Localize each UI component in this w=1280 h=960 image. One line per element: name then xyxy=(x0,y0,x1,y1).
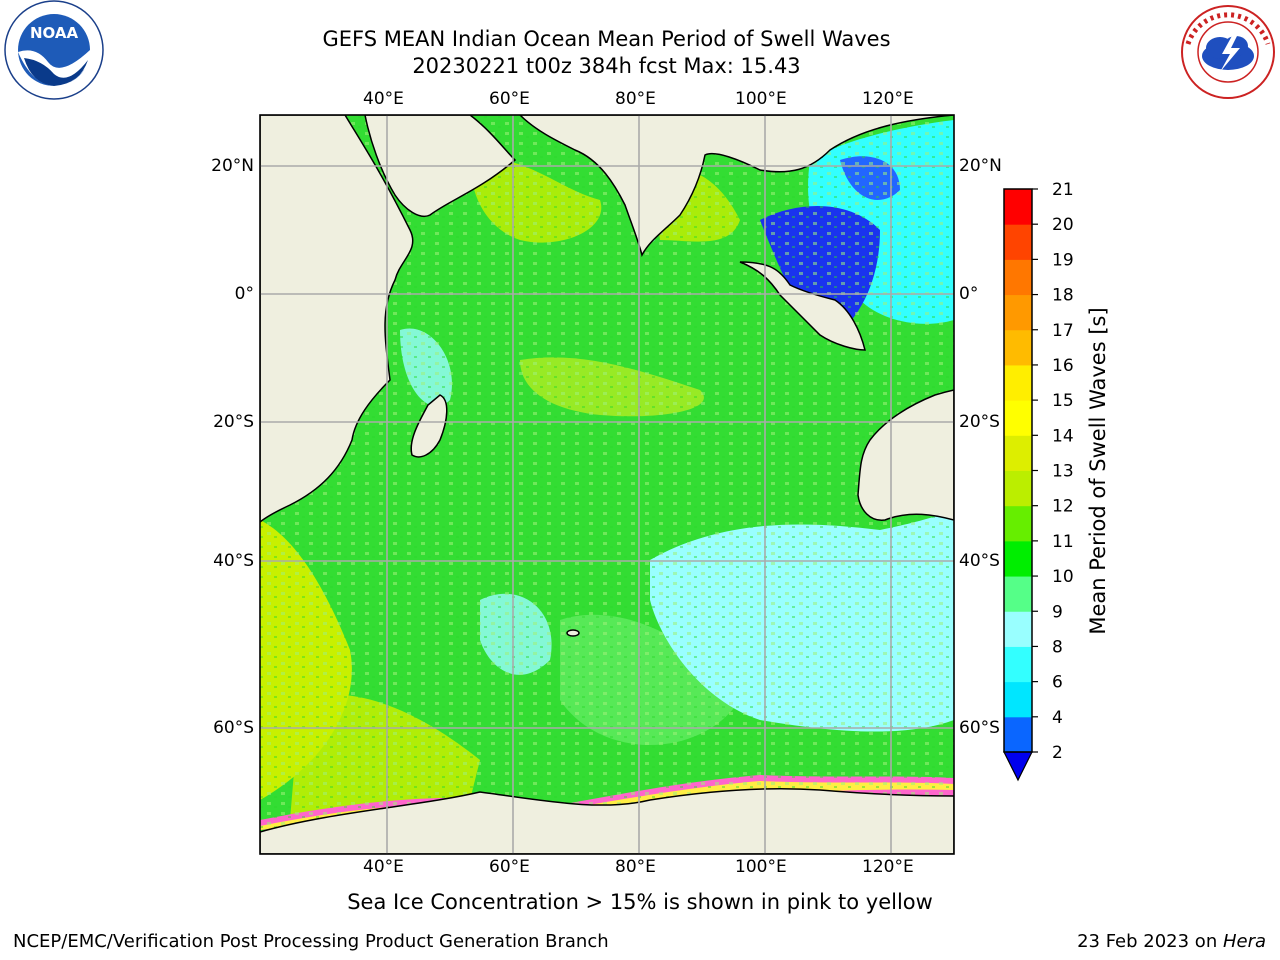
colorbar-segment xyxy=(1004,716,1032,753)
colorbar-segment xyxy=(1004,646,1032,683)
lat-label-left-40s: 40°S xyxy=(213,551,254,571)
map-frame xyxy=(259,114,955,855)
colorbar-segment xyxy=(1004,364,1032,401)
colorbar-tick-label: 15 xyxy=(1052,391,1074,411)
footer-date: 23 Feb 2023 on Hera xyxy=(1077,931,1266,952)
map-gridlines xyxy=(260,115,954,854)
lon-label-bottom-80e: 80°E xyxy=(615,857,656,877)
colorbar-segment xyxy=(1004,189,1032,225)
colorbar-tick-label: 9 xyxy=(1052,602,1063,622)
colorbar-tick-label: 16 xyxy=(1052,356,1074,376)
colorbar-segment xyxy=(1004,259,1032,296)
colorbar-tick-label: 13 xyxy=(1052,462,1074,482)
lon-label-top-60e: 60°E xyxy=(489,89,530,109)
lon-label-bottom-100e: 100°E xyxy=(735,857,787,877)
colorbar-segment xyxy=(1004,540,1032,577)
sea-ice-note: Sea Ice Concentration > 15% is shown in … xyxy=(347,890,933,914)
colorbar-segment xyxy=(1004,435,1032,471)
colorbar-tick-label: 20 xyxy=(1052,215,1074,235)
colorbar-segment xyxy=(1004,576,1032,612)
colorbar-segment xyxy=(1004,329,1032,366)
colorbar-tick-label: 6 xyxy=(1052,673,1063,693)
colorbar-segment xyxy=(1004,505,1032,542)
colorbar-segment xyxy=(1004,470,1032,507)
colorbar-tick-label: 4 xyxy=(1052,708,1063,728)
colorbar-tick-label: 11 xyxy=(1052,532,1074,552)
lon-label-bottom-60e: 60°E xyxy=(489,857,530,877)
chart-title: GEFS MEAN Indian Ocean Mean Period of Sw… xyxy=(322,27,891,51)
colorbar-tick-label: 18 xyxy=(1052,286,1074,306)
colorbar-segment xyxy=(1004,611,1032,647)
colorbar-segment xyxy=(1004,224,1032,260)
lon-label-top-80e: 80°E xyxy=(615,89,656,109)
colorbar-tick-label: 8 xyxy=(1052,637,1063,657)
noaa-logo: NOAA xyxy=(4,0,104,100)
lon-label-top-120e: 120°E xyxy=(862,89,914,109)
colorbar-segment xyxy=(1004,400,1032,436)
lon-label-top-100e: 100°E xyxy=(735,89,787,109)
colorbar-tick-label: 10 xyxy=(1052,567,1074,587)
lon-label-top-40e: 40°E xyxy=(363,89,404,109)
lat-label-right-60s: 60°S xyxy=(959,718,1000,738)
lon-label-bottom-40e: 40°E xyxy=(363,857,404,877)
colorbar-tick-label: 19 xyxy=(1052,250,1074,270)
colorbar-segment xyxy=(1004,681,1032,718)
map-field xyxy=(260,115,954,854)
colorbar-tick-label: 17 xyxy=(1052,321,1074,341)
colorbar-tick-label: 12 xyxy=(1052,497,1074,517)
noaa-logo-text: NOAA xyxy=(30,24,79,42)
lat-label-left-60s: 60°S xyxy=(213,718,254,738)
lat-label-right-40s: 40°S xyxy=(959,551,1000,571)
footer-credit: NCEP/EMC/Verification Post Processing Pr… xyxy=(13,931,609,952)
footer-host: Hera xyxy=(1222,931,1266,952)
colorbar-under-triangle xyxy=(1003,751,1033,782)
footer-date-text: 23 Feb 2023 on xyxy=(1077,931,1223,952)
colorbar-label: Mean Period of Swell Waves [s] xyxy=(1086,307,1110,635)
lat-label-left-0: 0° xyxy=(234,284,254,304)
nws-logo xyxy=(1181,5,1275,99)
lon-label-bottom-120e: 120°E xyxy=(862,857,914,877)
colorbar-tick-label: 14 xyxy=(1052,426,1074,446)
lat-label-right-20s: 20°S xyxy=(959,412,1000,432)
chart-subtitle: 20230221 t00z 384h fcst Max: 15.43 xyxy=(412,54,801,78)
colorbar-tick-label: 2 xyxy=(1052,743,1063,763)
lat-label-right-0: 0° xyxy=(959,284,979,304)
colorbar-tick-label: 21 xyxy=(1052,180,1074,200)
lat-label-left-20s: 20°S xyxy=(213,412,254,432)
colorbar-segment xyxy=(1004,294,1032,331)
lat-label-right-20n: 20°N xyxy=(959,156,1002,176)
lat-label-left-20n: 20°N xyxy=(211,156,254,176)
